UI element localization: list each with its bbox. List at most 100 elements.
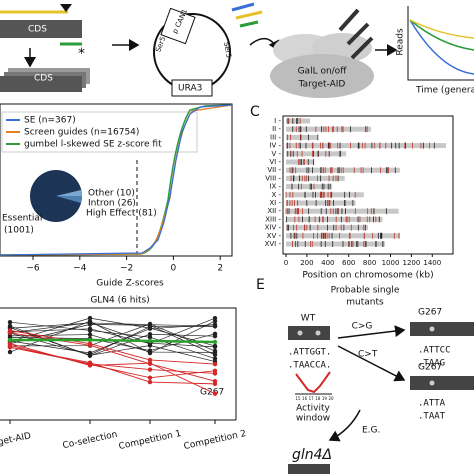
point [87,360,93,365]
point [212,339,218,345]
axes [407,6,474,81]
chromosome-label: VII - [267,166,281,174]
box [160,7,196,45]
trajectory [9,321,216,359]
trajectory [9,346,216,385]
point [147,361,153,367]
point [212,324,218,329]
box [171,79,213,97]
legend-label: gumbel l-skewed SE z-score fit [24,140,162,150]
panel-a: CDS * CDS Ser5 p CAN1 Ser5 URA3 GalL on/… [0,2,474,98]
panel-e: E Probable single mutants WT .ATTGGT. .T… [256,277,474,474]
point [147,349,153,355]
x-tick-label: 2 [217,264,223,274]
plate [288,326,330,340]
label: GalL on/off [298,67,348,77]
trajectory [9,346,216,374]
pen [338,8,360,32]
point [87,343,93,348]
x-tick-label: 1200 [402,259,420,267]
x-tick-label: Competition 2 [183,429,247,452]
legend-label: SE (n=367) [24,116,76,126]
window-tick: 15 [295,396,301,401]
trajectory [9,334,216,353]
curve [0,104,233,256]
pie-label: Other (10) [88,189,135,199]
trajectory [9,343,216,395]
chromosome-label: VIII - [265,174,281,182]
point [7,344,13,350]
x-tick-label: 800 [363,259,376,267]
point [212,348,218,354]
point [212,361,218,367]
label: * [78,46,85,62]
axes [0,307,237,420]
point [147,379,153,385]
pie-slice [56,190,82,196]
x-tick-label: 400 [321,259,334,267]
x-tick-label: Competition 1 [118,429,182,452]
sequence: .ATTA [418,399,446,409]
chart-title: GLN4 (6 hits) [90,296,149,306]
panel-b: Essential (1001) Other (10) Intron (26) … [0,103,233,289]
label: C>T [358,350,378,360]
trajectory [9,324,216,356]
chromosome-label: II - [272,125,281,133]
title: Probable single [331,286,400,296]
point [147,367,153,372]
pie-slice [56,196,82,203]
label: URA3 [178,84,202,94]
x-tick-label: 1000 [382,259,400,267]
x-tick-label: −4 [73,264,87,274]
window-tick: 17 [309,396,315,401]
plate [410,322,474,336]
chromosome-label: III - [270,133,281,141]
x-tick-label: Co-selection [62,430,119,451]
trajectory [10,338,216,344]
point [87,353,93,358]
axis-label: Reads [396,28,406,56]
chromosome-label: XII - [267,207,281,215]
axes [282,115,454,255]
label: Activity [296,404,330,414]
chromosome-label: IX - [269,183,281,191]
label: G267 [418,308,442,318]
legend-label: Screen guides (n=16754) [24,128,139,138]
x-tick-label: 0 [284,259,288,267]
x-tick-label: −2 [120,264,133,274]
spot [429,380,435,386]
point [87,326,93,332]
chromosome-label: IV - [269,142,281,150]
curve [409,19,474,39]
point [147,375,153,380]
label: CDS [34,74,53,84]
chromosome [286,192,364,198]
window-tick: 16 [302,396,308,401]
spot [297,330,303,336]
label: window [296,414,330,424]
point [7,337,13,343]
label: WT [301,314,316,324]
label: C>G [352,322,373,332]
x-tick-label: 1400 [423,259,441,267]
x-tick-label: arget-AID [0,431,32,450]
triangle [60,4,72,12]
chromosome-label: XVI - [265,240,282,248]
panel-letter: C [250,104,260,120]
pen [346,22,370,46]
chromosome-label: XIII - [265,215,281,223]
point [212,318,218,324]
window-tick: 18 [315,396,321,401]
sequence: .TAAG [418,359,445,369]
spot [315,330,321,336]
point [87,337,93,343]
legend [1,111,198,153]
trajectory [9,322,216,348]
point [212,344,218,350]
chromosome [286,241,386,247]
trajectory [9,323,216,352]
chromosome-label: XI - [269,199,281,207]
chromosome-label: X - [271,191,281,199]
window-tick: 19 [322,396,328,401]
